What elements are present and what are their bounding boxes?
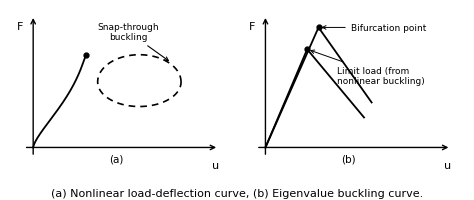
Text: Limit load (from
nonlinear buckling): Limit load (from nonlinear buckling) bbox=[311, 51, 425, 86]
Text: (b): (b) bbox=[342, 154, 356, 164]
Text: (a) Nonlinear load-deflection curve, (b) Eigenvalue buckling curve.: (a) Nonlinear load-deflection curve, (b)… bbox=[51, 188, 423, 198]
Text: F: F bbox=[249, 21, 255, 31]
Text: (a): (a) bbox=[109, 154, 124, 164]
Text: Snap-through
buckling: Snap-through buckling bbox=[97, 23, 168, 61]
Text: u: u bbox=[444, 160, 451, 170]
Text: Bifurcation point: Bifurcation point bbox=[322, 24, 426, 33]
Text: F: F bbox=[17, 21, 23, 31]
Text: u: u bbox=[211, 160, 219, 170]
